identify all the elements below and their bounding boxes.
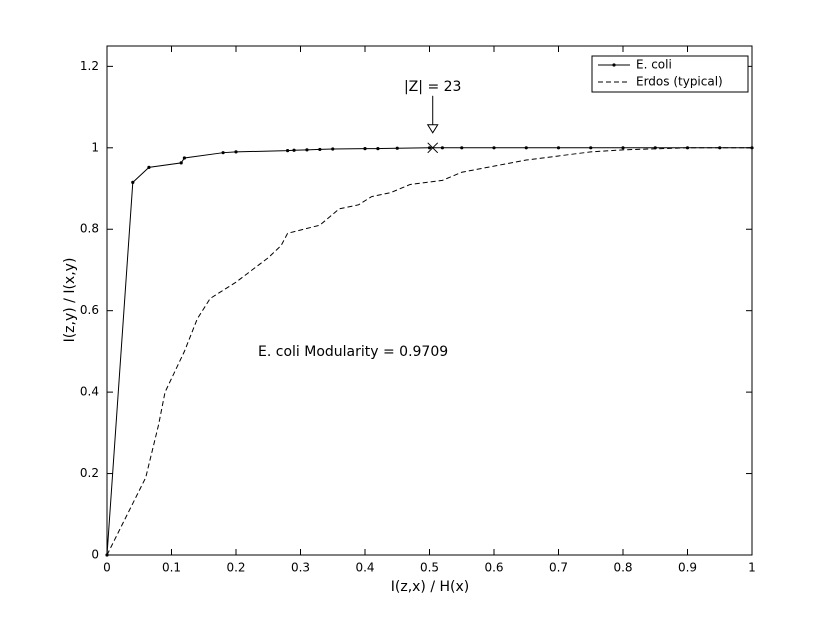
point: [589, 146, 593, 150]
plot-frame: [106, 45, 753, 556]
x-axis-label: I(z,x) / H(x): [391, 579, 470, 595]
x-tick-label: 0.6: [484, 561, 503, 575]
highlight-marker: [427, 142, 439, 154]
x-tick-label: 0.5: [420, 561, 439, 575]
point: [147, 165, 151, 169]
x-tick-label: 0.2: [226, 561, 245, 575]
point: [318, 147, 322, 152]
legend-marker: [612, 63, 616, 67]
y-tick-label: 1.2: [80, 59, 99, 73]
y-axis-label: I(z,y) / I(x,y): [62, 258, 78, 343]
x-tick-label: 0.3: [291, 561, 310, 575]
point: [286, 149, 290, 153]
point: [427, 146, 432, 150]
highlight-arrowhead: [426, 124, 439, 134]
point: [182, 156, 186, 160]
x-tick-label: 0.1: [162, 561, 181, 575]
point: [234, 150, 238, 154]
annotation: E. coli Modularity = 0.9709: [258, 344, 448, 360]
point: [305, 148, 309, 152]
y-tick-label: 0: [91, 548, 99, 562]
x-tick-label: 0: [103, 561, 111, 575]
y-tick-label: 0.4: [80, 385, 99, 399]
point: [331, 147, 335, 151]
highlight-label: |Z| = 23: [404, 79, 461, 95]
x-tick-label: 0.9: [678, 561, 697, 575]
y-tick-label: 0.6: [80, 303, 99, 317]
point: [363, 147, 367, 151]
point: [621, 146, 625, 150]
y-tick-label: 0.8: [80, 222, 99, 236]
point: [131, 180, 135, 185]
point: [376, 147, 380, 151]
point: [524, 146, 528, 150]
y-tick-label: 1: [91, 140, 99, 154]
point: [492, 146, 496, 150]
x-tick-label: 1: [748, 561, 756, 575]
legend-label: E. coli: [636, 58, 672, 72]
point: [556, 146, 561, 150]
x-tick-label: 0.4: [355, 561, 374, 575]
legend-label: Erdos (typical): [636, 75, 723, 89]
point: [395, 146, 399, 150]
point: [221, 151, 225, 155]
legend-box: [591, 55, 749, 93]
x-tick-label: 0.8: [613, 561, 632, 575]
point: [440, 146, 444, 150]
series-line: [106, 147, 752, 556]
y-tick-label: 0.2: [80, 466, 99, 480]
x-tick-label: 0.7: [549, 561, 568, 575]
point: [292, 148, 296, 152]
point: [179, 161, 183, 165]
point: [460, 146, 464, 150]
